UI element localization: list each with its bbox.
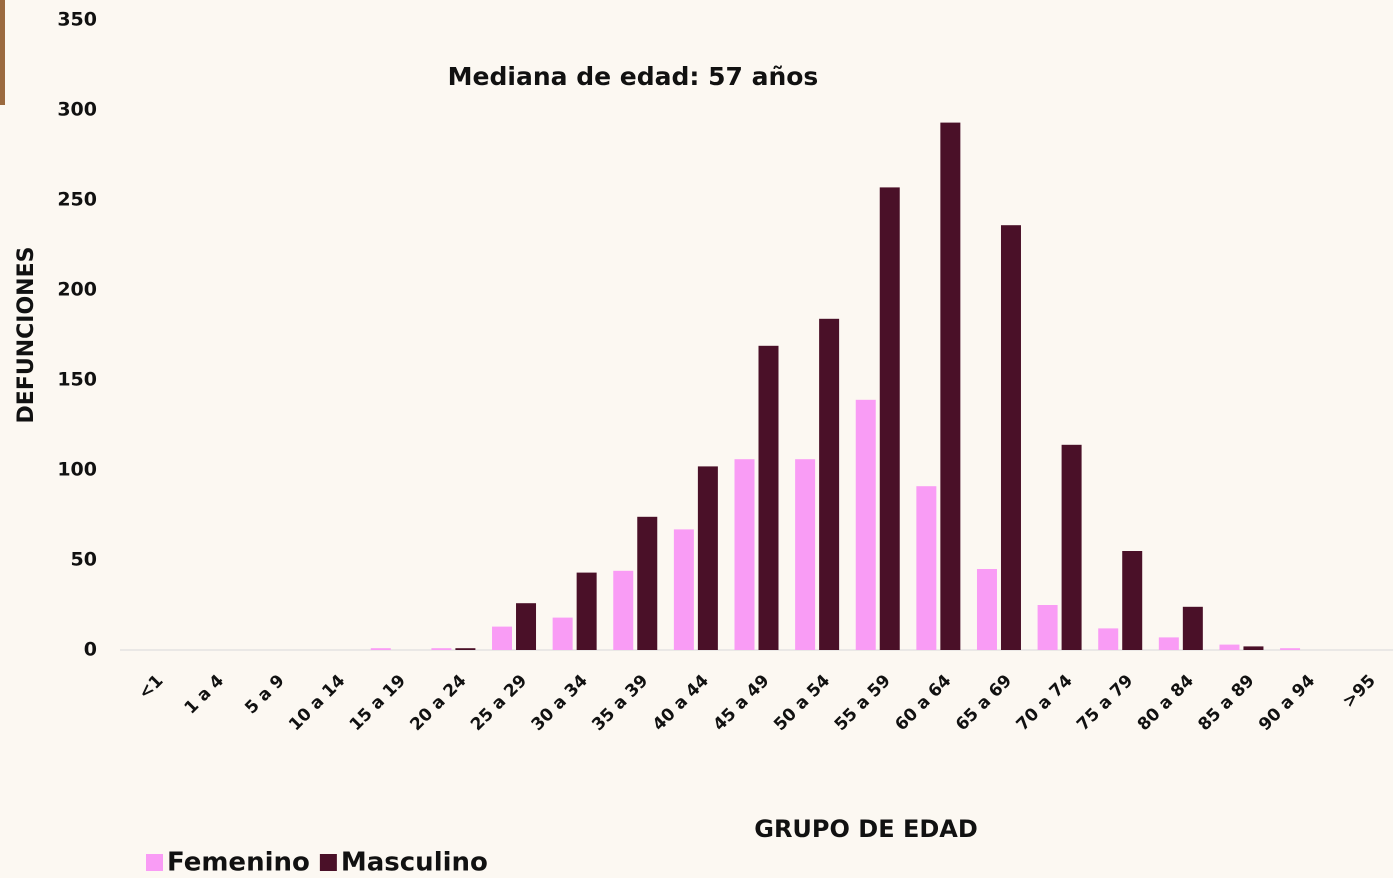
y-tick-label: 0 [84, 639, 97, 661]
bar [1062, 445, 1082, 650]
bar [1280, 648, 1300, 650]
bar [977, 569, 997, 650]
bar [795, 459, 815, 650]
y-tick-label: 50 [71, 549, 97, 571]
bar [735, 459, 755, 650]
bar [1183, 607, 1203, 650]
background [0, 0, 1393, 878]
bar [819, 319, 839, 650]
bar [613, 571, 633, 650]
legend-label: Femenino [167, 848, 310, 878]
y-axis-label: DEFUNCIONES [14, 247, 39, 424]
x-axis-label: GRUPO DE EDAD [754, 815, 978, 843]
bar [1098, 628, 1118, 650]
y-tick-label: 250 [57, 189, 97, 211]
y-tick-label: 100 [57, 459, 97, 481]
bar [916, 486, 936, 650]
bar [880, 187, 900, 650]
bar [455, 648, 475, 650]
bar [431, 648, 451, 650]
y-tick-label: 350 [57, 9, 97, 31]
bar [1243, 646, 1263, 650]
chart: Mediana de edad: 57 años DEFUNCIONES GRU… [0, 0, 1393, 878]
bar [1038, 605, 1058, 650]
chart-title: Mediana de edad: 57 años [448, 62, 819, 91]
bar [637, 517, 657, 650]
legend-label: Masculino [341, 848, 488, 878]
bar [492, 627, 512, 650]
y-tick-label: 200 [57, 279, 97, 301]
bar [577, 573, 597, 650]
bar [698, 466, 718, 650]
bar [674, 529, 694, 650]
legend-swatch [320, 854, 337, 871]
bar [856, 400, 876, 650]
y-tick-label: 150 [57, 369, 97, 391]
y-tick-label: 300 [57, 99, 97, 121]
bar [1159, 637, 1179, 650]
bar [516, 603, 536, 650]
bar [1001, 225, 1021, 650]
bar [940, 123, 960, 650]
bar [1122, 551, 1142, 650]
bar [1219, 645, 1239, 650]
bar [371, 648, 391, 650]
bar [759, 346, 779, 650]
bar [553, 618, 573, 650]
legend-swatch [146, 854, 163, 871]
decoration [0, 0, 5, 105]
